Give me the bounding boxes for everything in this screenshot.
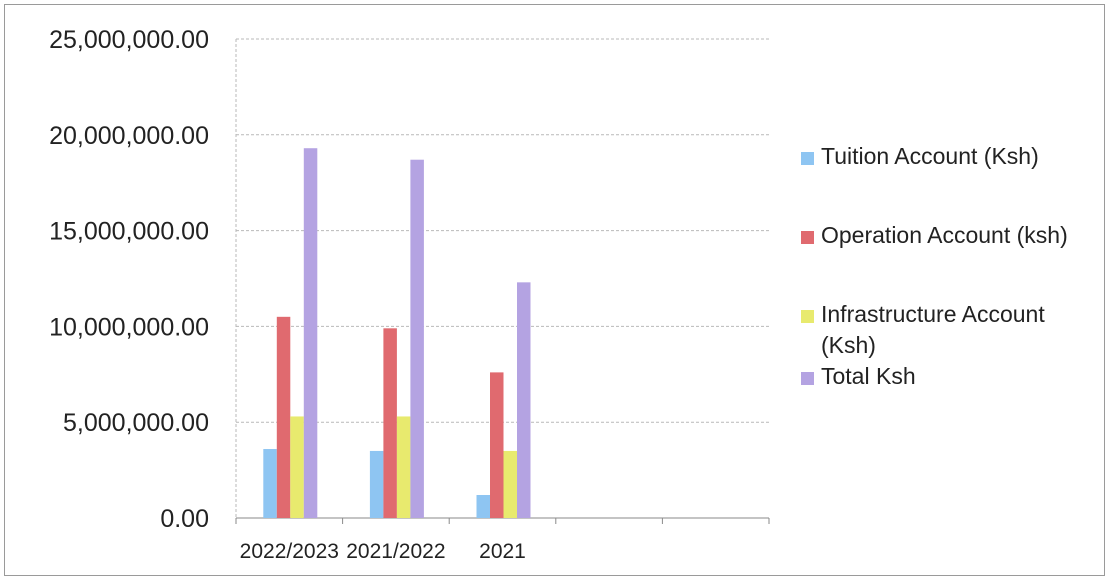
bar <box>476 495 490 518</box>
x-tick-label: 2021 <box>479 540 526 563</box>
chart-frame: 0.00 5,000,000.00 10,000,000.00 15,000,000.… <box>4 4 1105 576</box>
bar <box>490 372 504 518</box>
y-tick-label: 15,000,000.00 <box>49 218 209 246</box>
legend-swatch-infrastructure <box>801 310 814 323</box>
y-tick-label: 25,000,000.00 <box>49 26 209 54</box>
legend-label-tuition: Tuition Account (Ksh) <box>821 143 1039 169</box>
bar <box>503 450 517 518</box>
bar <box>517 282 531 518</box>
y-tick-label: 5,000,000.00 <box>63 409 209 437</box>
legend-swatch-tuition <box>801 152 814 165</box>
bar <box>276 316 291 518</box>
legend-label-total: Total Ksh <box>821 363 916 389</box>
bar-chart: 0.00 5,000,000.00 10,000,000.00 15,000,000.… <box>49 26 770 563</box>
bar <box>410 159 424 518</box>
legend-swatch-operation <box>801 231 814 244</box>
bars <box>263 148 531 518</box>
legend-label-operation: Operation Account (ksh) <box>821 222 1068 248</box>
y-tick-label: 0.00 <box>160 505 209 533</box>
legend-swatch-total <box>801 372 814 385</box>
x-tick-label: 2022/2023 <box>240 540 339 563</box>
y-tick-label: 20,000,000.00 <box>49 122 209 150</box>
legend: Tuition Account (Ksh) Operation Account … <box>801 141 1101 392</box>
legend-item-tuition: Tuition Account (Ksh) <box>801 141 1101 172</box>
y-tick-label: 10,000,000.00 <box>49 313 209 341</box>
legend-item-total: Total Ksh <box>801 361 1101 392</box>
bar <box>303 148 318 518</box>
x-tick-label: 2021/2022 <box>346 540 445 563</box>
legend-item-operation: Operation Account (ksh) <box>801 220 1101 251</box>
bar <box>383 328 397 518</box>
bar <box>290 416 304 518</box>
bar <box>263 449 277 518</box>
bar <box>369 450 384 518</box>
legend-item-infrastructure: Infrastructure Account (Ksh) <box>801 299 1101 361</box>
axis-labels: 0.00 5,000,000.00 10,000,000.00 15,000,000.… <box>49 26 526 563</box>
bar <box>396 416 411 518</box>
legend-label-infrastructure: Infrastructure Account (Ksh) <box>821 301 1045 358</box>
